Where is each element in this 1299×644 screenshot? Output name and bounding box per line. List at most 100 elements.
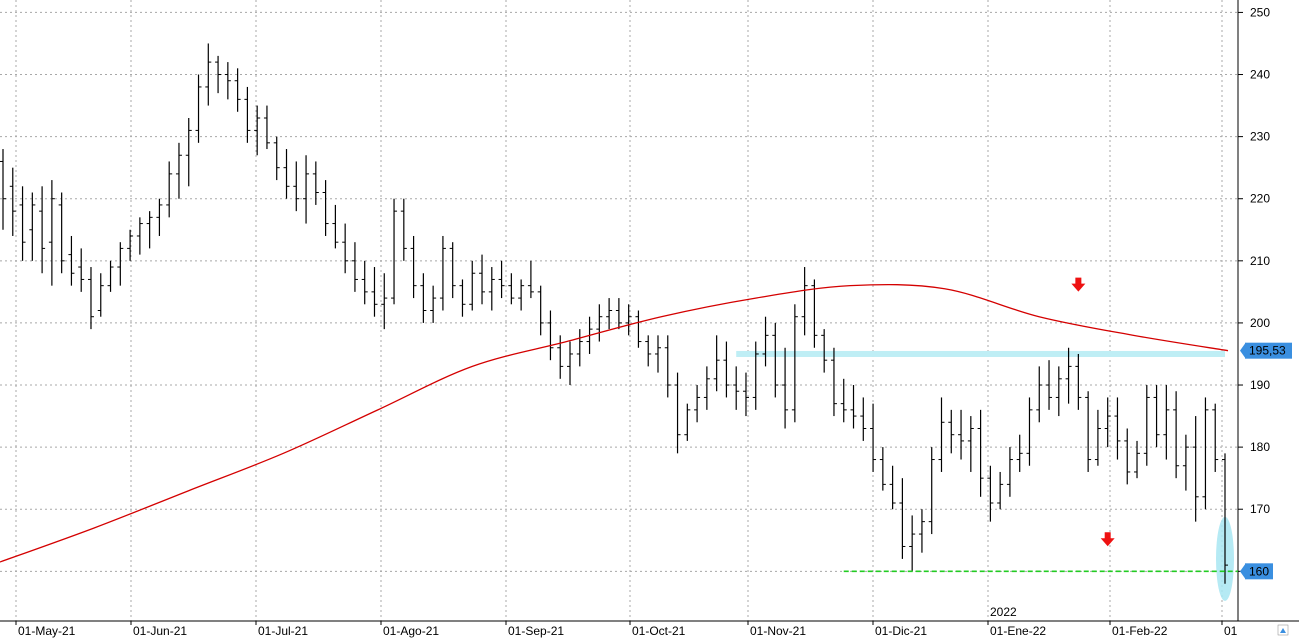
- ohlc-bar: [518, 279, 525, 311]
- price-label-pointer: [1240, 343, 1245, 358]
- ohlc-bar: [312, 161, 319, 205]
- ohlc-bar: [185, 117, 192, 187]
- ohlc-bar: [381, 273, 388, 330]
- ohlc-bar: [1006, 447, 1013, 497]
- ohlc-bar: [606, 298, 613, 330]
- ohlc-bar: [664, 335, 671, 398]
- ohlc-bar: [156, 198, 163, 236]
- ohlc-bar: [850, 385, 857, 429]
- y-tick-label: 250: [1250, 5, 1270, 19]
- y-tick-label: 230: [1250, 130, 1270, 144]
- ohlc-bar: [488, 267, 495, 311]
- ohlc-bar: [361, 260, 368, 305]
- red-down-arrow-icon: [1071, 277, 1086, 292]
- ohlc-bar: [1065, 347, 1072, 404]
- price-label-text: 195,53: [1249, 344, 1286, 358]
- x-tick-label: 01-Ene-22: [990, 624, 1046, 638]
- ohlc-bar: [508, 273, 515, 305]
- x-tick-label: 01-Jul-21: [258, 624, 308, 638]
- ohlc-bar: [821, 329, 828, 373]
- ohlc-bar: [136, 217, 143, 255]
- ohlc-bar: [1143, 385, 1150, 466]
- ohlc-bar: [977, 409, 984, 497]
- ohlc-bar: [684, 403, 691, 441]
- ohlc-bar: [342, 223, 349, 274]
- ohlc-bar: [127, 229, 134, 261]
- ohlc-bar: [967, 416, 974, 472]
- ohlc-bar: [801, 267, 808, 336]
- x-tick-label: 01-Sep-21: [508, 624, 564, 638]
- ohlc-bar: [1192, 416, 1199, 522]
- x-tick-label: 01-Feb-22: [1112, 624, 1168, 638]
- ohlc-bar: [1085, 391, 1092, 472]
- ohlc-bar: [107, 260, 114, 292]
- ohlc-bar: [48, 180, 55, 286]
- chart-logo-mark: [1280, 628, 1286, 633]
- ohlc-bar: [674, 372, 681, 454]
- ohlc-bar: [694, 385, 701, 423]
- x-tick-label: 01-Oct-21: [632, 624, 686, 638]
- ohlc-bar: [303, 155, 310, 224]
- ohlc-bar: [811, 279, 818, 348]
- ohlc-bar: [733, 366, 740, 410]
- ohlc-bar: [195, 74, 202, 143]
- ohlc-bar: [713, 335, 720, 392]
- ohlc-bar: [332, 204, 339, 249]
- y-tick-label: 180: [1250, 440, 1270, 454]
- ohlc-bar: [870, 403, 877, 472]
- x-tick-label: 01-Jun-21: [133, 624, 187, 638]
- ohlc-bar: [205, 43, 212, 106]
- ohlc-bar: [830, 347, 837, 417]
- x-tick-label: 01-Nov-21: [750, 624, 806, 638]
- ohlc-bar: [1094, 409, 1101, 466]
- x-tick-label: 01-May-21: [18, 624, 76, 638]
- ohlc-bar: [78, 248, 85, 292]
- chart-logo-icon: [1277, 624, 1289, 636]
- ohlc-bar: [224, 62, 231, 100]
- ohlc-bar: [1114, 397, 1121, 460]
- ohlc-bar: [146, 211, 153, 249]
- ohlc-bar: [860, 397, 867, 441]
- ohlc-bar: [918, 509, 925, 553]
- ohlc-bar: [1016, 434, 1023, 472]
- x-tick-label: 01-Dic-21: [875, 624, 927, 638]
- ohlc-bar: [1182, 434, 1189, 491]
- ohlc-bar: [596, 304, 603, 342]
- ohlc-bar: [254, 105, 261, 156]
- ohlc-bar: [1173, 391, 1180, 479]
- y-tick-label: 190: [1250, 378, 1270, 392]
- ohlc-bar: [498, 260, 505, 299]
- ohlc-bar: [175, 142, 182, 199]
- ohlc-bar: [1104, 397, 1111, 448]
- ohlc-bar: [567, 341, 574, 386]
- ohlc-bar: [772, 322, 779, 398]
- ohlc-bar: [654, 335, 661, 373]
- ohlc-bar: [263, 105, 270, 150]
- ohlc-bar: [537, 285, 544, 336]
- ohlc-bar: [244, 86, 251, 143]
- ohlc-bar: [439, 235, 446, 311]
- ohlc-bar: [527, 260, 534, 299]
- ohlc-bar: [9, 167, 16, 236]
- y-tick-label: 210: [1250, 254, 1270, 268]
- ohlc-bar: [840, 378, 847, 423]
- red-down-arrow-icon: [1100, 532, 1115, 547]
- ohlc-bar: [909, 515, 916, 572]
- ohlc-bar: [1163, 385, 1170, 460]
- price-label-pointer: [1240, 564, 1245, 579]
- ohlc-bar: [791, 304, 798, 423]
- ohlc-bar: [889, 465, 896, 510]
- ohlc-bar: [1134, 440, 1141, 479]
- ohlc-bar: [645, 335, 652, 367]
- ohlc-bar: [420, 273, 427, 323]
- ohlc-bar: [1124, 428, 1131, 485]
- ohlc-bar: [615, 298, 622, 330]
- ohlc-bar: [723, 341, 730, 398]
- ohlc-bar: [117, 242, 124, 286]
- year-marker-label: 2022: [990, 605, 1017, 619]
- ohlc-bar: [430, 285, 437, 323]
- ohlc-bar: [459, 279, 466, 317]
- ohlc-bar: [703, 366, 710, 410]
- ohlc-bar: [449, 242, 456, 299]
